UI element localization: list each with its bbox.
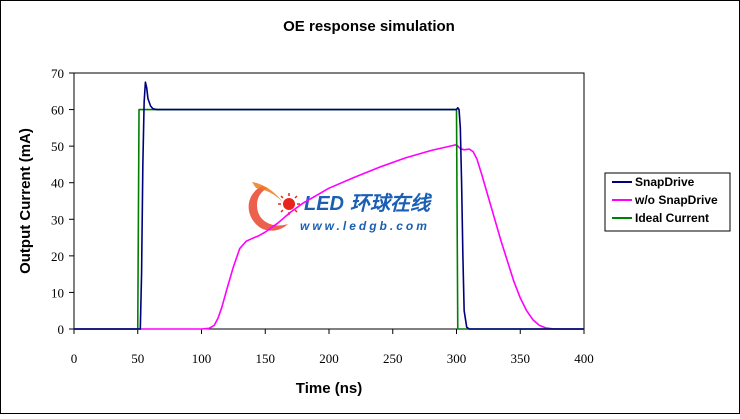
series-line-snapdrive bbox=[74, 81, 584, 330]
watermark-url: www.ledgb.com bbox=[300, 219, 430, 233]
y-tick-label: 30 bbox=[51, 212, 64, 227]
y-tick-label: 20 bbox=[51, 249, 64, 264]
y-axis-label: Output Current (mA) bbox=[17, 128, 34, 274]
legend: SnapDrive w/o SnapDrive Ideal Current bbox=[604, 172, 731, 232]
series-lines bbox=[74, 81, 584, 330]
chart-title: OE response simulation bbox=[283, 18, 455, 35]
watermark-swoosh-icon bbox=[248, 186, 288, 231]
watermark-brand: LED bbox=[304, 193, 344, 215]
y-tick-label: 40 bbox=[51, 176, 64, 191]
x-tick-label: 300 bbox=[447, 351, 467, 366]
y-axis: 0 10 20 30 40 50 60 70 bbox=[51, 66, 74, 337]
x-tick-label: 400 bbox=[574, 351, 594, 366]
x-tick-label: 0 bbox=[71, 351, 78, 366]
x-tick-label: 250 bbox=[383, 351, 403, 366]
x-tick-label: 200 bbox=[319, 351, 339, 366]
x-tick-label: 150 bbox=[256, 351, 276, 366]
y-tick-label: 0 bbox=[58, 322, 65, 337]
x-tick-label: 100 bbox=[192, 351, 212, 366]
watermark-sun-icon bbox=[283, 198, 295, 210]
legend-label: Ideal Current bbox=[635, 211, 709, 225]
legend-label: SnapDrive bbox=[635, 175, 695, 189]
x-axis: 0 50 100 150 200 250 300 350 400 bbox=[71, 329, 594, 366]
y-tick-label: 70 bbox=[51, 66, 64, 81]
x-tick-label: 350 bbox=[511, 351, 531, 366]
y-tick-label: 10 bbox=[51, 285, 64, 300]
watermark-swoosh-icon-2 bbox=[252, 182, 284, 204]
series-line-w-o-snapdrive bbox=[74, 143, 584, 330]
y-tick-label: 60 bbox=[51, 103, 64, 118]
watermark-chinese: 环球在线 bbox=[350, 192, 433, 215]
x-tick-label: 50 bbox=[131, 351, 144, 366]
x-axis-label: Time (ns) bbox=[296, 380, 362, 397]
watermark-logo: LED 环球在线 www.ledgb.com bbox=[248, 182, 433, 233]
legend-label: w/o SnapDrive bbox=[634, 193, 718, 207]
y-tick-label: 50 bbox=[51, 139, 64, 154]
